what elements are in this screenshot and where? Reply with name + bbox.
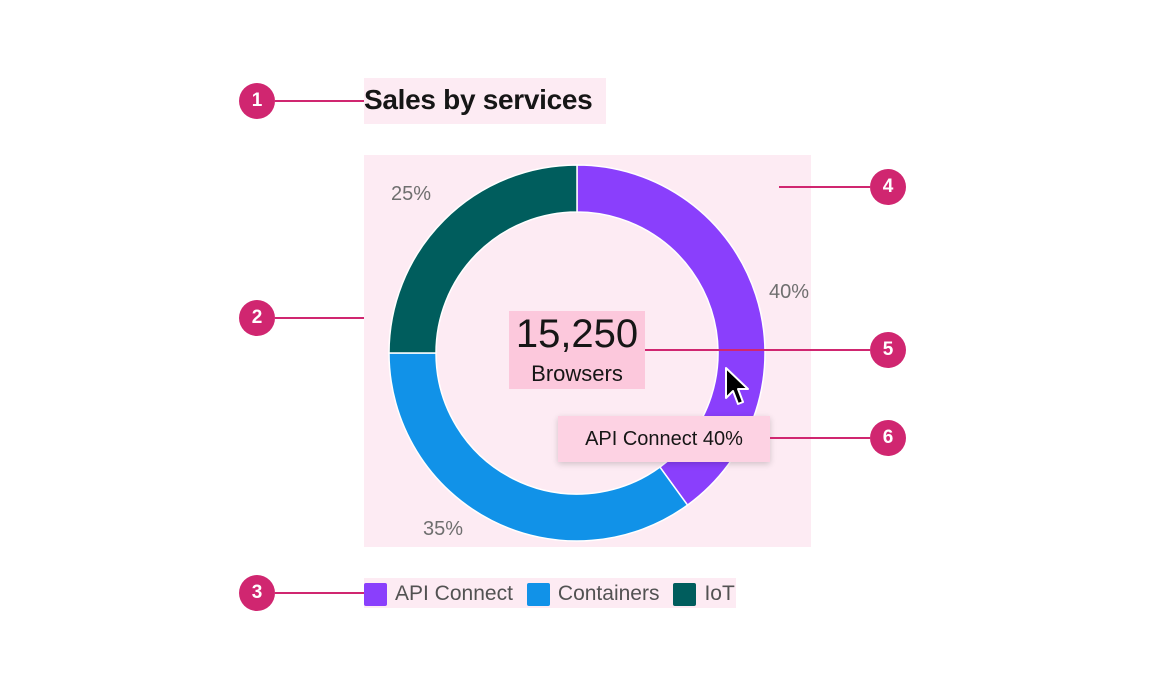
callout-3: 3 (239, 575, 275, 611)
slice-iot[interactable] (388, 164, 578, 354)
chart-legend: API Connect Containers IoT (364, 580, 749, 608)
callout-1: 1 (239, 83, 275, 119)
callout-4: 4 (870, 169, 906, 205)
legend-item-iot[interactable]: IoT (673, 582, 735, 606)
title-highlight (364, 78, 606, 124)
slice-containers[interactable] (388, 352, 689, 542)
legend-label: API Connect (395, 582, 513, 605)
callout-line-2 (275, 317, 364, 319)
legend-label: IoT (704, 582, 735, 605)
legend-swatch-containers (526, 582, 550, 606)
callout-line-4 (779, 186, 870, 188)
center-label: Browsers (531, 361, 623, 386)
callout-2: 2 (239, 300, 275, 336)
callout-5: 5 (870, 332, 906, 368)
callout-line-3 (275, 592, 364, 594)
callout-line-5 (645, 349, 870, 351)
callout-line-6 (770, 437, 870, 439)
legend-swatch-iot (673, 582, 697, 606)
chart-title: Sales by services (364, 84, 593, 115)
legend-label: Containers (557, 582, 660, 605)
legend-item-api-connect[interactable]: API Connect (364, 582, 513, 606)
mouse-cursor-icon (725, 367, 749, 405)
chart-tooltip: API Connect 40% (558, 416, 770, 462)
callout-line-1 (275, 100, 364, 102)
slice-label-iot: 25% (391, 183, 432, 205)
slice-label-containers: 35% (423, 518, 464, 540)
tooltip-text: API Connect 40% (585, 428, 743, 450)
center-value: 15,250 (515, 312, 639, 356)
slice-label-api-connect: 40% (769, 281, 810, 303)
callout-6: 6 (870, 420, 906, 456)
legend-swatch-api-connect (364, 582, 387, 606)
legend-item-containers[interactable]: Containers (526, 582, 660, 606)
center-highlight (509, 311, 645, 389)
